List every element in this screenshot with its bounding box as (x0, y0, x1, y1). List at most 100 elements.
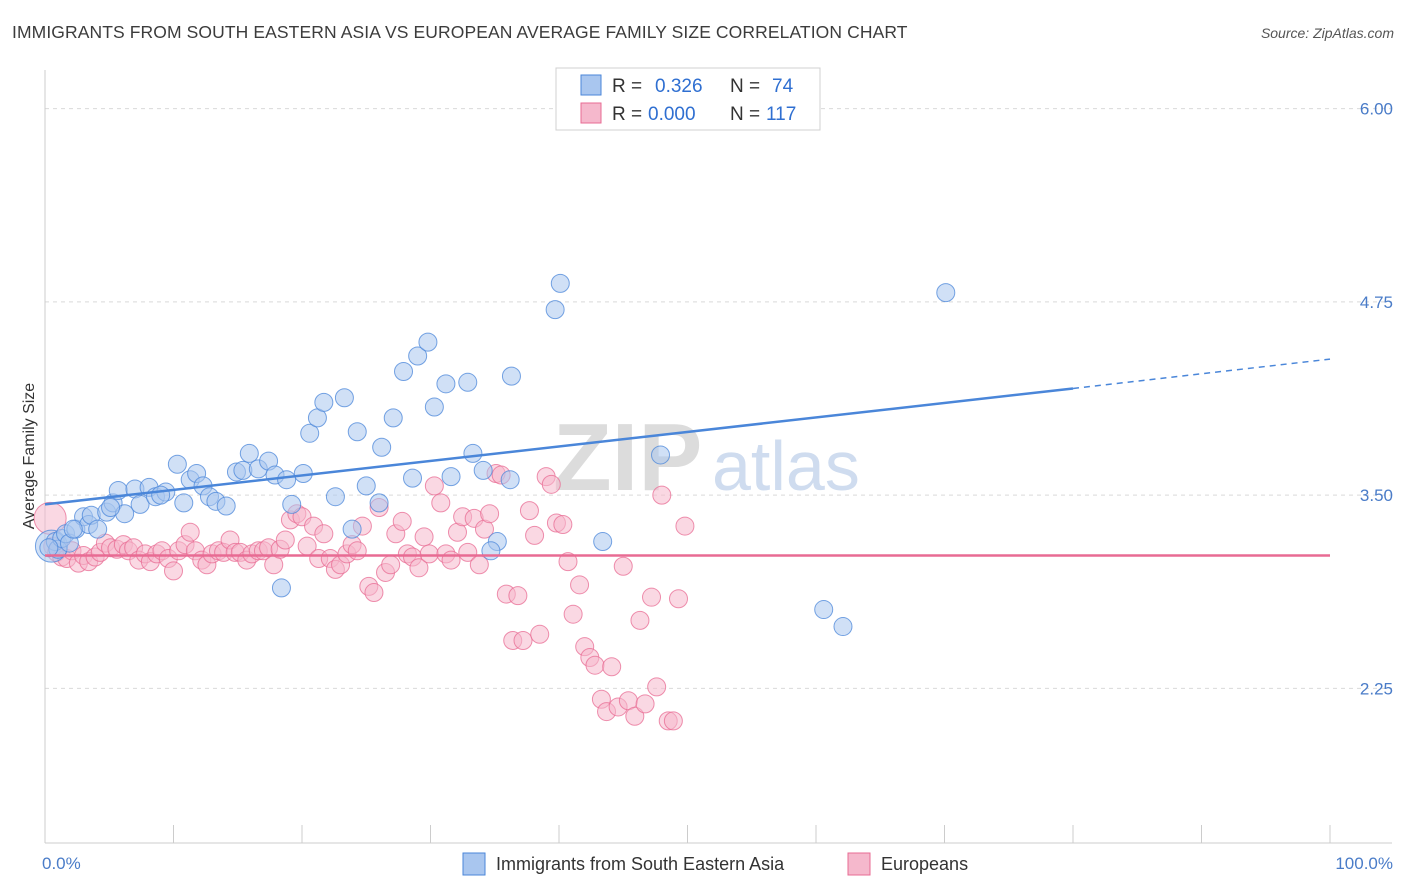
y-axis-label: Average Family Size (21, 383, 38, 530)
chart-title: IMMIGRANTS FROM SOUTH EASTERN ASIA VS EU… (12, 22, 908, 42)
sea-point-62 (545, 300, 565, 320)
sea-point-56 (463, 443, 483, 463)
europeans-point-106 (625, 706, 645, 726)
europeans-point-107 (630, 610, 650, 630)
sea-point-16 (130, 494, 150, 514)
europeans-point-94 (558, 552, 578, 572)
europeans-point-91 (541, 474, 561, 494)
bottom-legend-swatch-blue (462, 852, 486, 876)
sea-point-73 (151, 485, 171, 505)
europeans-point-76 (458, 542, 478, 562)
sea-point-63 (550, 273, 570, 293)
sea-point-51 (418, 332, 438, 352)
sea-point-39 (314, 392, 334, 412)
europeans-point-26 (180, 522, 200, 542)
grid-lines (45, 108, 1392, 689)
europeans-point-71 (431, 493, 451, 513)
y-tick-label-1: 3.50 (1360, 486, 1393, 505)
sea-point-46 (369, 493, 389, 513)
sea-point-55 (458, 372, 478, 392)
sea-point-67 (833, 617, 853, 637)
europeans-point-85 (508, 586, 528, 606)
europeans-point-108 (635, 694, 655, 714)
sea-point-72 (101, 498, 121, 518)
sea-point-44 (356, 476, 376, 496)
europeans-point-110 (647, 677, 667, 697)
y-tick-label-3: 6.00 (1360, 100, 1393, 119)
legend-n-label-2: N = (730, 104, 760, 125)
trend-line-sea-extrapolated (1072, 358, 1331, 390)
y-tick-label-0: 2.25 (1360, 679, 1393, 698)
sea-point-53 (436, 374, 456, 394)
watermark-zip: ZIP (553, 404, 702, 511)
sea-point-42 (342, 519, 362, 539)
sea-point-59 (481, 541, 501, 561)
sea-point-20 (167, 454, 187, 474)
europeans-point-86 (513, 630, 533, 650)
sea-point-65 (651, 445, 671, 465)
legend-r-label-1: R = (612, 76, 642, 97)
sea-point-40 (325, 487, 345, 507)
europeans-point-62 (381, 555, 401, 575)
y-tick-labels: 2.25 3.50 4.75 6.00 (1360, 100, 1393, 699)
sea-point-47 (383, 408, 403, 428)
bottom-legend-swatch-pink (847, 852, 871, 876)
sea-point-54 (441, 467, 461, 487)
europeans-point-104 (613, 556, 633, 576)
legend-swatch-pink (580, 102, 602, 124)
sea-point-27 (216, 496, 236, 516)
europeans-point-67 (409, 558, 429, 578)
europeans-point-88 (525, 525, 545, 545)
legend-n-value-2: 117 (766, 104, 796, 125)
x-tick-label-1: 100.0% (1335, 854, 1393, 873)
sea-point-52 (424, 397, 444, 417)
sea-point-71 (39, 538, 59, 558)
x-tick-labels: 0.0% 100.0% (42, 854, 1393, 873)
sea-point-48 (394, 361, 414, 381)
europeans-point-89 (530, 624, 550, 644)
sea-point-37 (300, 423, 320, 443)
y-tick-label-2: 4.75 (1360, 293, 1393, 312)
legend-n-label-1: N = (730, 76, 760, 97)
sea-point-68 (936, 283, 956, 303)
europeans-point-68 (414, 527, 434, 547)
europeans-point-64 (392, 511, 412, 531)
legend-n-value-1: 74 (772, 76, 794, 97)
sea-point-35 (282, 494, 302, 514)
sea-point-30 (239, 443, 259, 463)
sea-point-41 (334, 388, 354, 408)
sea-point-45 (372, 437, 392, 457)
europeans-point-87 (519, 501, 539, 521)
chart-source: Source: ZipAtlas.com (1260, 25, 1394, 41)
trend-lines (44, 358, 1331, 557)
sea-point-43 (347, 422, 367, 442)
sea-point-10 (88, 519, 108, 539)
legend-swatch-blue (580, 74, 602, 96)
series-immigrants-sea (34, 273, 956, 637)
europeans-point-43 (275, 530, 295, 550)
sea-point-60 (500, 470, 520, 490)
europeans-point-113 (663, 711, 683, 731)
europeans-point-56 (347, 541, 367, 561)
sea-point-61 (501, 366, 521, 386)
legend-r-value-2: 0.000 (648, 104, 696, 125)
bottom-legend-label-1: Immigrants from South Eastern Asia (496, 854, 785, 874)
europeans-point-93 (553, 515, 573, 535)
europeans-point-73 (441, 550, 461, 570)
sea-point-21 (174, 493, 194, 513)
legend-r-value-1: 0.326 (655, 76, 703, 97)
correlation-legend: R = 0.326 N = 74 R = 0.000 N = 117 (555, 67, 821, 131)
bottom-legend-label-2: Europeans (881, 854, 968, 874)
series-legend: Immigrants from South Eastern Asia Europ… (462, 852, 968, 876)
sea-point-57 (473, 460, 493, 480)
sea-point-64 (593, 532, 613, 552)
axes (44, 70, 1392, 844)
europeans-point-111 (652, 485, 672, 505)
europeans-point-50 (314, 524, 334, 544)
watermark: ZIP atlas (553, 404, 860, 511)
europeans-point-114 (669, 589, 689, 609)
sea-point-34 (277, 470, 297, 490)
series-europeans (33, 464, 695, 731)
europeans-point-70 (424, 476, 444, 496)
